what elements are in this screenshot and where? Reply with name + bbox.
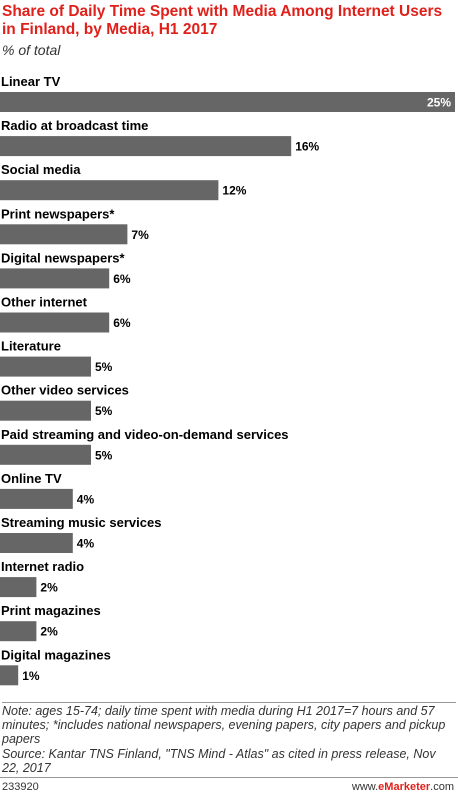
bar [0, 356, 91, 377]
bar [0, 444, 91, 465]
value-label: 5% [95, 360, 113, 374]
category-label: Literature [1, 339, 61, 354]
chart-title: Share of Daily Time Spent with Media Amo… [2, 3, 443, 38]
category-label: Other internet [1, 295, 88, 310]
category-label: Digital magazines [1, 647, 111, 662]
bar [0, 488, 73, 509]
value-label: 6% [113, 272, 131, 286]
value-label: 6% [113, 316, 131, 330]
chart-notes: Note: ages 15-74; daily time spent with … [2, 702, 456, 775]
value-label: 16% [295, 140, 319, 154]
footer: 233920 www.eMarketer.com [0, 777, 458, 796]
category-label: Social media [1, 162, 81, 177]
note-text: Note: ages 15-74; daily time spent with … [2, 704, 446, 747]
bar [0, 533, 73, 553]
category-label: Internet radio [1, 559, 84, 574]
category-label: Other video services [1, 383, 129, 398]
category-label: Paid streaming and video-on-demand servi… [1, 427, 289, 442]
category-label: Print newspapers* [1, 206, 115, 221]
value-label: 12% [222, 184, 246, 198]
chart-id: 233920 [2, 781, 39, 793]
category-label: Streaming music services [1, 515, 161, 530]
value-label: 1% [22, 669, 40, 683]
bar [0, 136, 292, 157]
bar [0, 665, 19, 686]
category-label: Radio at broadcast time [1, 118, 148, 133]
category-label: Online TV [1, 471, 62, 486]
value-label: 7% [131, 228, 149, 242]
chart-subtitle: % of total [2, 42, 61, 58]
category-label: Print magazines [1, 603, 101, 618]
category-label: Linear TV [1, 74, 61, 89]
source-text: Source: Kantar TNS Finland, "TNS Mind - … [2, 746, 436, 775]
bar [0, 621, 37, 642]
category-label: Digital newspapers* [1, 250, 125, 265]
value-label: 4% [77, 492, 95, 506]
value-label: 4% [77, 537, 95, 551]
brand-suffix: .com [430, 781, 454, 793]
value-label: 25% [427, 96, 451, 110]
bar [0, 400, 91, 421]
bar [0, 312, 110, 333]
bar-chart: Linear TV 25% Radio at broadcast time 16% So… [0, 74, 455, 686]
bar [0, 92, 455, 112]
bar [0, 224, 128, 245]
bar [0, 577, 37, 598]
brand-link[interactable]: www.eMarketer.com [352, 781, 454, 793]
bar [0, 180, 219, 201]
bar [0, 268, 110, 289]
value-label: 2% [40, 581, 58, 595]
value-label: 5% [95, 448, 113, 462]
brand-prefix: www. [351, 781, 379, 793]
value-label: 5% [95, 404, 113, 418]
brand-name: eMarketer [378, 781, 431, 793]
value-label: 2% [40, 625, 58, 639]
